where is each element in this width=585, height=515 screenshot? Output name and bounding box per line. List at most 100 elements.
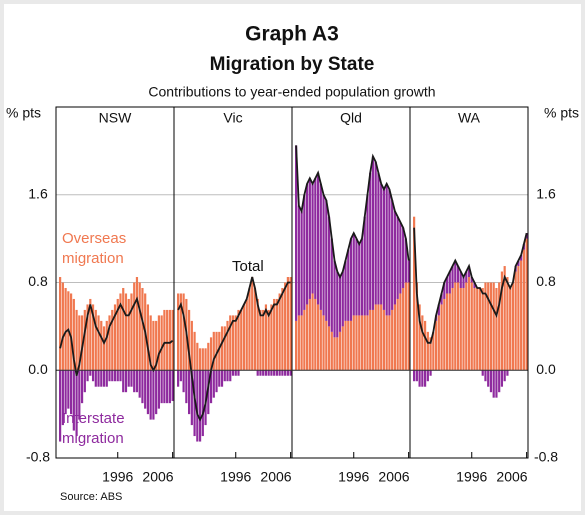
bar-interstate (127, 370, 130, 387)
bar-overseas (248, 287, 251, 371)
bar-interstate (229, 370, 232, 382)
bar-overseas (319, 309, 322, 371)
bar-overseas (385, 315, 388, 371)
bar-overseas (94, 309, 97, 371)
bar-interstate (190, 370, 193, 426)
bar-interstate (264, 370, 268, 376)
bar-overseas (196, 342, 199, 371)
bar-interstate (371, 156, 375, 310)
bar-overseas (111, 309, 114, 371)
bar-overseas (311, 293, 314, 371)
bar-interstate (415, 370, 418, 382)
bar-overseas (429, 337, 432, 371)
bar-interstate (270, 370, 273, 376)
chart-subtitle: Migration by State (210, 54, 375, 75)
bar-interstate (220, 370, 224, 387)
bar-overseas (495, 287, 498, 371)
bar-overseas (445, 293, 449, 371)
bar-interstate (135, 370, 139, 393)
bar-overseas (300, 315, 303, 371)
bar-interstate (308, 178, 311, 299)
bar-overseas (481, 287, 484, 371)
bar-interstate (281, 370, 284, 376)
panel-title: Qld (340, 110, 362, 126)
bar-interstate (163, 370, 166, 404)
bar-overseas (349, 320, 353, 371)
bar-interstate (300, 211, 303, 316)
bar-interstate (204, 370, 207, 426)
bar-overseas (72, 298, 75, 371)
bar-overseas (360, 315, 364, 371)
bar-overseas (509, 287, 512, 371)
bar-interstate (69, 370, 73, 415)
bar-overseas (377, 304, 380, 371)
bar-interstate (374, 161, 377, 305)
bar-overseas (61, 282, 64, 371)
chart-description: Contributions to year-ended population g… (148, 84, 435, 100)
total-line (59, 296, 174, 376)
bar-overseas (473, 287, 476, 371)
bar-interstate (185, 370, 188, 404)
bar-interstate (404, 238, 407, 283)
bar-interstate (418, 370, 421, 387)
bar-interstate (369, 172, 372, 310)
bar-interstate (196, 370, 199, 442)
total-line (177, 276, 291, 422)
bar-overseas (278, 293, 281, 371)
bar-interstate (467, 266, 471, 278)
bar-overseas (275, 298, 279, 371)
bar-overseas (388, 315, 391, 371)
bar-interstate (500, 370, 504, 387)
bar-overseas (369, 309, 372, 371)
bar-overseas (152, 320, 155, 371)
bar-overseas (352, 315, 355, 371)
bar-interstate (160, 370, 163, 404)
bar-overseas (413, 216, 416, 371)
bar-interstate (72, 370, 75, 431)
y-tick-label: 0.8 (536, 273, 556, 289)
bar-interstate (262, 370, 265, 376)
bar-overseas (418, 304, 421, 371)
bar-overseas (344, 320, 347, 371)
bar-interstate (89, 370, 92, 376)
bar-overseas (182, 293, 185, 371)
chart-title: Graph A3 (245, 23, 339, 46)
bar-interstate (503, 370, 506, 382)
bar-interstate (256, 370, 259, 376)
bar-overseas (498, 282, 501, 371)
bar-interstate (168, 370, 171, 404)
bar-interstate (445, 277, 449, 294)
bar-overseas (415, 282, 418, 371)
bar-interstate (391, 200, 394, 310)
x-tick-label: 1996 (102, 469, 133, 485)
bar-interstate (325, 200, 328, 321)
bar-interstate (275, 370, 279, 376)
bar-interstate (61, 370, 64, 426)
bar-overseas (231, 315, 235, 371)
bar-overseas (443, 298, 446, 371)
bar-overseas (511, 282, 515, 371)
bar-interstate (413, 370, 416, 382)
bar-interstate (366, 194, 369, 316)
bar-interstate (316, 172, 320, 305)
y-axis-label: % pts (544, 105, 579, 121)
bar-interstate (484, 370, 487, 382)
bar-overseas (179, 293, 182, 371)
bar-interstate (83, 370, 86, 393)
bar-interstate (481, 370, 484, 376)
bar-overseas (226, 320, 229, 371)
bar-overseas (459, 287, 462, 371)
source: Source: ABS (60, 491, 122, 503)
bar-interstate (396, 216, 399, 299)
bar-interstate (407, 260, 410, 283)
bar-overseas (289, 277, 292, 371)
bar-interstate (462, 277, 465, 288)
bar-interstate (333, 260, 336, 338)
bar-overseas (240, 309, 243, 371)
bar-overseas (78, 315, 81, 371)
bar-overseas (119, 293, 122, 371)
bar-overseas (467, 277, 471, 371)
bar-overseas (322, 315, 325, 371)
bar-overseas (160, 315, 163, 371)
bar-interstate (273, 370, 276, 376)
